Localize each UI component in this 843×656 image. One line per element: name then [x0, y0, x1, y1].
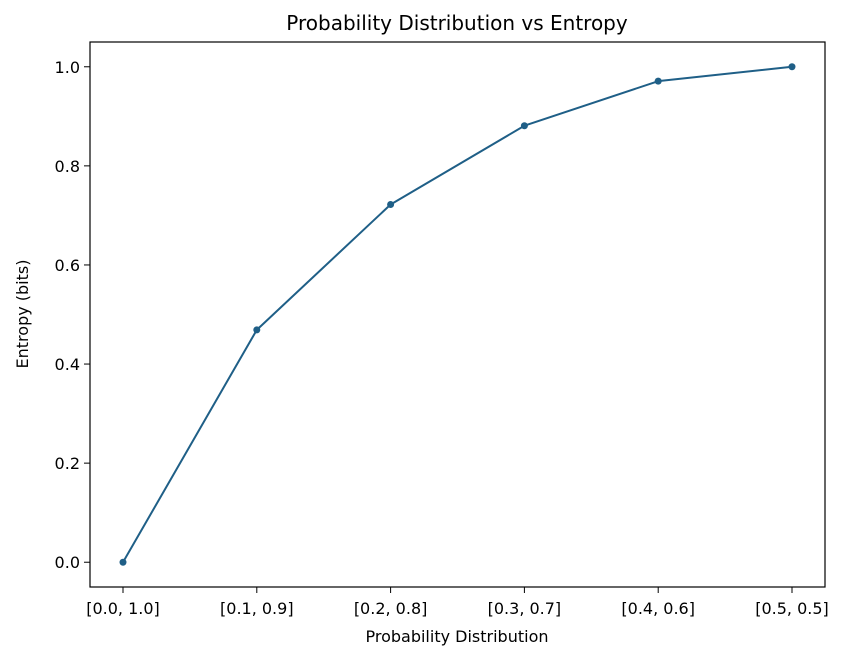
- y-tick-label: 1.0: [55, 58, 80, 77]
- y-tick-label: 0.2: [55, 454, 80, 473]
- chart-title: Probability Distribution vs Entropy: [286, 11, 628, 35]
- x-tick-label: [0.2, 0.8]: [354, 599, 428, 618]
- y-axis-ticks: 0.0 0.2 0.4 0.6 0.8 1.0: [55, 58, 90, 572]
- x-tick-label: [0.0, 1.0]: [86, 599, 160, 618]
- series-layer: [119, 63, 796, 566]
- x-tick-label: [0.1, 0.9]: [220, 599, 294, 618]
- data-point: [253, 326, 261, 334]
- x-axis-label: Probability Distribution: [365, 627, 548, 646]
- y-tick-label: 0.6: [55, 256, 80, 275]
- y-tick-label: 0.8: [55, 157, 80, 176]
- y-axis-label: Entropy (bits): [13, 260, 32, 369]
- x-tick-label: [0.4, 0.6]: [621, 599, 695, 618]
- plot-area: [89, 41, 826, 588]
- data-point: [387, 201, 395, 209]
- data-point: [119, 558, 127, 566]
- data-point: [788, 63, 796, 71]
- series-line: [122, 65, 793, 563]
- y-tick-label: 0.4: [55, 355, 80, 374]
- x-axis-ticks: [0.0, 1.0] [0.1, 0.9] [0.2, 0.8] [0.3, 0.7]…: [86, 587, 829, 618]
- y-tick-label: 0.0: [55, 553, 80, 572]
- x-tick-label: [0.3, 0.7]: [488, 599, 562, 618]
- data-point: [654, 77, 662, 85]
- x-tick-label: [0.5, 0.5]: [755, 599, 829, 618]
- data-point: [520, 122, 528, 130]
